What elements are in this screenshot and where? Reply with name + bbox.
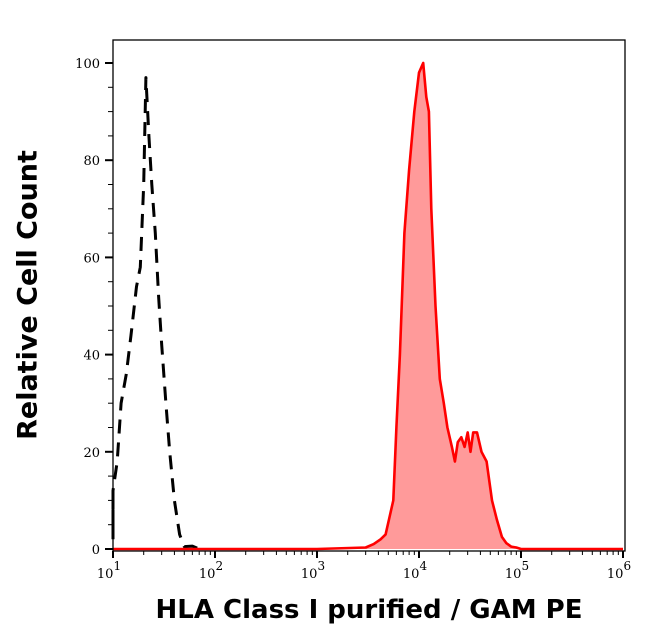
plot-series [111, 61, 623, 551]
y-tick-label: 80 [83, 154, 100, 169]
x-tick-label: 106 [607, 559, 631, 582]
y-tick-label: 20 [83, 446, 100, 461]
y-axis: 0 20 40 60 80 100 [75, 57, 113, 558]
x-tick-label: 104 [403, 559, 428, 582]
x-tick-label: 103 [301, 559, 325, 582]
y-tick-label: 60 [83, 251, 100, 266]
x-tick-label: 105 [505, 559, 529, 582]
x-axis: 101 102 103 104 105 106 [97, 551, 631, 582]
x-axis-title: HLA Class I purified / GAM PE [155, 595, 583, 625]
plot-frame [112, 39, 626, 552]
x-tick-label: 102 [199, 559, 223, 582]
series-fill [113, 63, 623, 549]
stained-histogram-line [113, 61, 623, 551]
control-histogram-line [111, 76, 200, 551]
y-tick-label: 100 [75, 57, 100, 72]
y-tick-label: 0 [92, 543, 100, 558]
x-tick-label: 101 [97, 559, 121, 582]
y-tick-label: 40 [83, 349, 100, 364]
